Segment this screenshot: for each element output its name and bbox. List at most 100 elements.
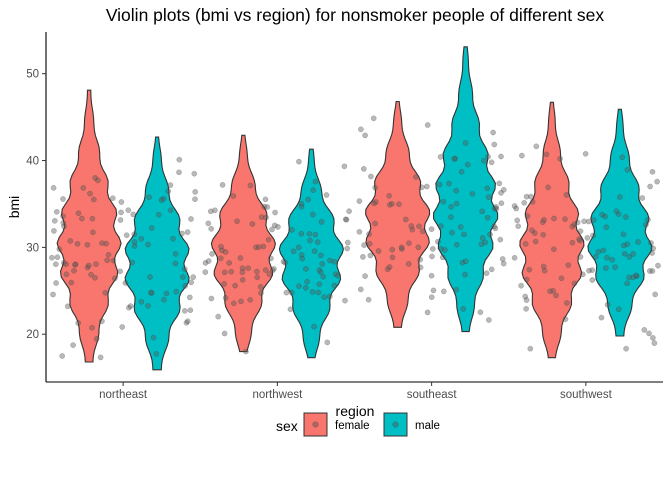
data-point <box>219 247 225 254</box>
data-point <box>118 199 125 205</box>
violin-female-northeast <box>56 89 122 363</box>
data-point <box>371 200 377 207</box>
x-axis-title: region <box>336 403 375 419</box>
data-point <box>650 245 657 252</box>
data-point <box>188 216 194 222</box>
data-point <box>299 255 306 262</box>
data-point <box>386 264 393 270</box>
data-point <box>518 282 524 289</box>
data-point <box>551 215 557 222</box>
data-point <box>67 238 74 244</box>
data-point <box>446 180 452 187</box>
data-point <box>590 232 596 239</box>
data-point <box>528 193 534 200</box>
data-point <box>619 154 626 161</box>
data-point <box>539 219 546 226</box>
data-point <box>145 302 151 309</box>
data-point <box>459 259 466 266</box>
data-point <box>264 204 271 210</box>
data-point <box>155 211 162 218</box>
data-point <box>576 236 583 242</box>
data-point <box>375 248 382 254</box>
data-point <box>346 208 352 215</box>
data-point <box>192 196 198 203</box>
data-point <box>484 185 491 192</box>
data-point <box>582 150 589 157</box>
data-point <box>557 155 563 162</box>
data-point <box>90 196 97 203</box>
data-point <box>562 316 569 323</box>
legend-key-point <box>392 421 399 428</box>
data-point <box>202 269 209 275</box>
data-point <box>262 196 269 203</box>
data-point <box>176 169 182 176</box>
data-point <box>53 280 59 286</box>
data-point <box>85 262 92 269</box>
y-tick-label: 50 <box>26 69 39 81</box>
data-point <box>440 288 447 295</box>
data-point <box>454 241 460 248</box>
data-point <box>209 251 215 257</box>
data-point <box>574 219 581 226</box>
data-point <box>182 283 189 289</box>
data-point <box>311 323 317 330</box>
data-point <box>584 235 591 241</box>
data-point <box>493 203 499 210</box>
data-point <box>529 198 536 205</box>
data-point <box>417 264 424 271</box>
data-point <box>258 214 265 220</box>
data-point <box>331 258 338 265</box>
data-point <box>63 271 70 278</box>
data-point <box>424 309 431 316</box>
data-point <box>592 253 599 260</box>
data-point <box>298 200 305 207</box>
data-point <box>271 265 277 272</box>
data-point <box>646 268 653 274</box>
data-point <box>602 213 608 220</box>
data-point <box>60 220 67 226</box>
data-point <box>362 132 368 139</box>
data-point <box>365 296 372 303</box>
data-point <box>492 225 499 232</box>
data-point <box>165 188 172 194</box>
data-point <box>60 213 66 220</box>
data-point <box>54 254 61 261</box>
data-point <box>621 242 627 249</box>
data-point <box>249 221 256 227</box>
data-point <box>97 354 104 361</box>
data-point <box>645 216 651 223</box>
data-point <box>296 158 302 165</box>
data-point <box>386 201 393 208</box>
data-point <box>296 283 302 289</box>
data-point <box>307 237 313 244</box>
data-point <box>485 317 492 323</box>
data-point <box>370 115 377 122</box>
data-point <box>523 276 530 283</box>
data-point <box>428 294 435 301</box>
data-point <box>491 223 497 230</box>
data-point <box>84 241 91 248</box>
data-point <box>321 294 327 300</box>
data-point <box>344 239 351 246</box>
data-point <box>304 278 310 285</box>
data-point <box>357 286 364 293</box>
data-point <box>312 231 319 238</box>
violin-female-northwest <box>210 134 276 353</box>
data-point <box>126 304 132 311</box>
data-point <box>415 244 422 251</box>
data-point <box>127 303 134 309</box>
data-point <box>102 289 109 296</box>
data-point <box>131 239 138 245</box>
data-point <box>521 199 528 206</box>
data-point <box>280 258 287 265</box>
data-point <box>180 274 186 280</box>
data-point <box>61 223 67 230</box>
data-point <box>341 163 348 170</box>
data-point <box>111 275 118 282</box>
data-point <box>453 187 460 194</box>
data-point <box>635 239 641 245</box>
data-point <box>92 274 98 281</box>
data-point <box>320 273 327 280</box>
data-point <box>500 260 507 267</box>
